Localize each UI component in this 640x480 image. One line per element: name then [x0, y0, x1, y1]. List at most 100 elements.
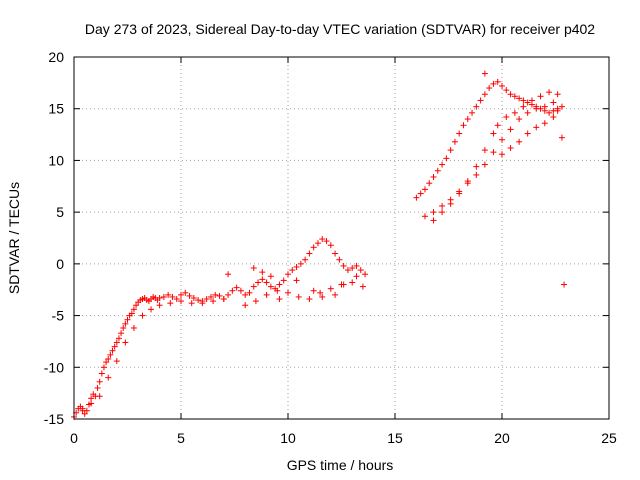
data-point — [237, 287, 244, 294]
data-point — [511, 93, 518, 100]
data-point — [255, 279, 262, 286]
data-point — [263, 279, 270, 286]
data-point — [259, 276, 266, 283]
data-point — [297, 260, 304, 267]
data-point — [426, 180, 433, 187]
data-point — [550, 113, 557, 120]
data-point — [250, 283, 257, 290]
data-point — [332, 291, 339, 298]
data-point — [456, 190, 463, 197]
data-point — [242, 302, 249, 309]
data-point — [481, 161, 488, 168]
data-point — [494, 122, 501, 129]
data-point — [113, 339, 120, 346]
data-point — [310, 244, 317, 251]
data-point — [88, 400, 95, 407]
data-point — [242, 291, 249, 298]
data-point — [507, 145, 514, 152]
data-point — [516, 95, 523, 102]
data-point — [494, 78, 501, 85]
data-point — [225, 271, 232, 278]
data-point — [81, 410, 88, 417]
data-point — [546, 89, 553, 96]
data-point — [229, 287, 236, 294]
data-point — [203, 296, 210, 303]
data-point — [353, 273, 360, 280]
x-tick-label: 5 — [177, 430, 185, 446]
data-point — [319, 293, 326, 300]
data-point — [124, 316, 131, 323]
data-point — [507, 126, 514, 133]
data-point — [225, 291, 232, 298]
y-tick-label: 20 — [48, 49, 64, 65]
data-point — [107, 351, 114, 358]
y-tick-label: 5 — [56, 204, 64, 220]
data-point — [293, 277, 300, 284]
data-point — [541, 103, 548, 110]
data-point — [207, 293, 214, 300]
data-point — [160, 293, 167, 300]
data-point — [190, 294, 197, 301]
data-point — [558, 134, 565, 141]
data-point — [353, 262, 360, 269]
data-point — [94, 384, 101, 391]
data-point — [285, 271, 291, 278]
data-point — [520, 97, 527, 104]
data-point — [122, 320, 129, 327]
data-point — [96, 393, 103, 400]
data-point — [503, 87, 510, 94]
data-point — [139, 312, 146, 319]
data-point — [263, 291, 270, 298]
x-tick-label: 10 — [280, 430, 296, 446]
data-point — [310, 287, 317, 294]
data-point — [362, 271, 369, 278]
data-point — [169, 293, 176, 300]
data-point — [210, 298, 217, 305]
data-point — [115, 335, 122, 342]
data-point — [481, 70, 488, 77]
data-point — [173, 296, 180, 303]
data-point — [439, 202, 446, 209]
data-point — [103, 359, 110, 366]
data-point — [447, 200, 454, 207]
data-point — [148, 306, 155, 313]
data-point — [340, 262, 347, 269]
data-point — [199, 300, 206, 307]
data-point — [451, 138, 458, 145]
data-point — [216, 292, 223, 299]
data-point — [109, 347, 116, 354]
data-point — [259, 269, 266, 276]
data-point — [528, 97, 535, 104]
data-point — [317, 289, 324, 296]
data-point — [302, 256, 309, 263]
data-point — [156, 302, 163, 309]
data-point — [276, 296, 283, 303]
data-point — [511, 109, 518, 116]
data-point — [133, 302, 140, 309]
data-point — [130, 324, 137, 331]
data-point — [558, 103, 565, 110]
data-point — [520, 103, 527, 110]
data-point — [561, 281, 568, 288]
data-point — [490, 149, 497, 156]
data-point — [473, 171, 480, 178]
data-point — [537, 93, 544, 100]
plot-frame — [73, 56, 610, 420]
data-point — [252, 298, 259, 305]
data-point — [98, 370, 105, 377]
axis-ticks: 0 5 10 15 20 25 -15 -10 -5 0 5 10 15 20 — [44, 49, 617, 446]
data-point — [295, 293, 302, 300]
data-point — [443, 155, 450, 162]
data-point — [516, 116, 523, 123]
data-point — [327, 285, 334, 292]
data-point — [88, 395, 95, 402]
data-point — [533, 105, 540, 112]
data-point — [430, 209, 437, 216]
data-point — [293, 263, 300, 270]
data-point — [434, 167, 441, 174]
data-point — [306, 296, 313, 303]
data-point — [554, 91, 561, 98]
data-point — [499, 82, 505, 89]
